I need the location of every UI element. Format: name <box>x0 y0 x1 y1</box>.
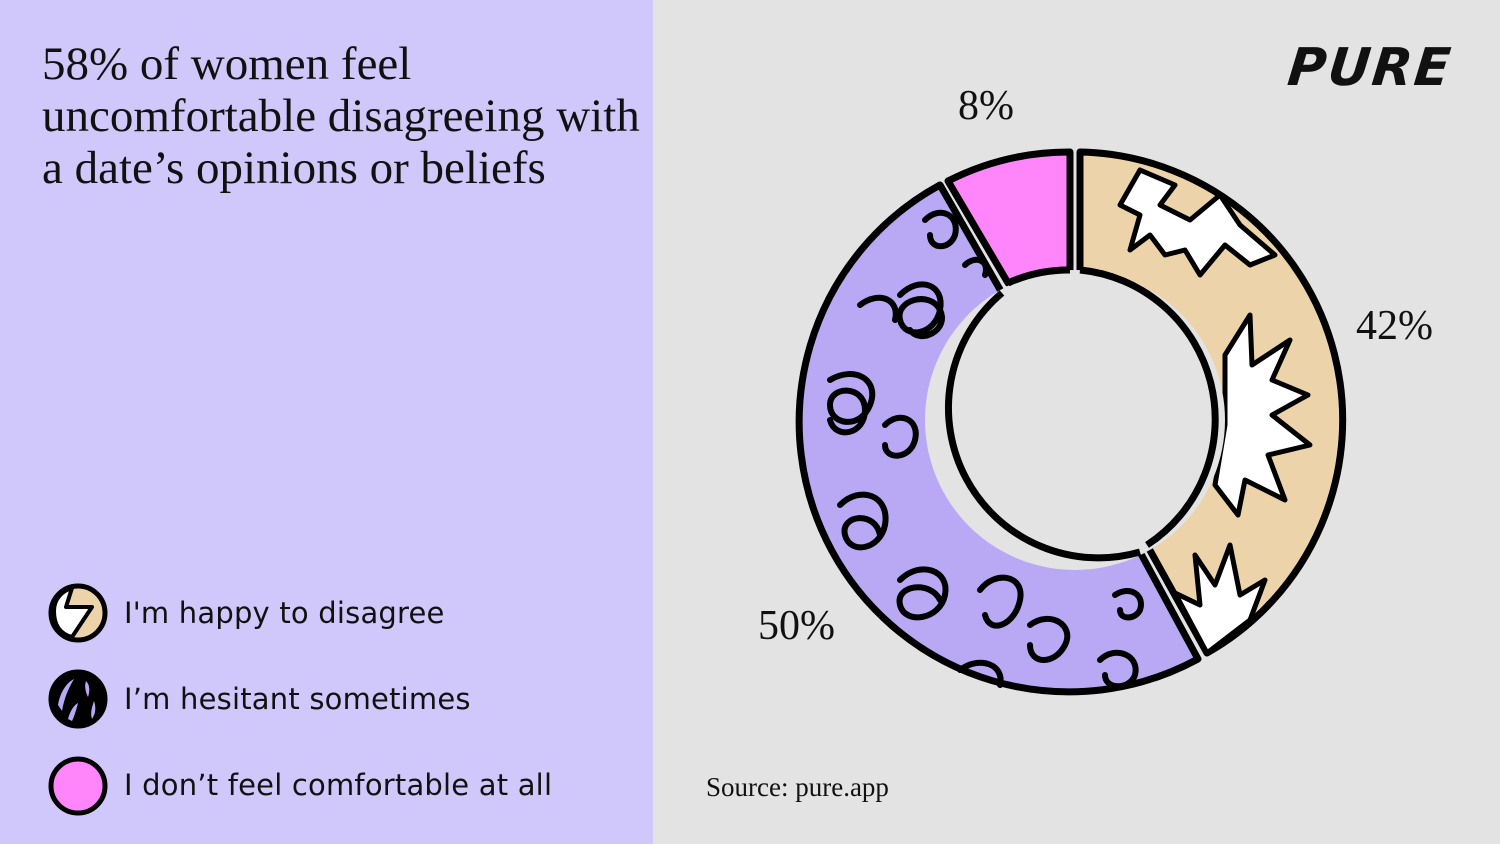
segment-happy <box>1076 148 1347 657</box>
source-note: Source: pure.app <box>706 772 889 802</box>
scribble-lavender-icon <box>48 669 108 729</box>
legend-label: I don’t feel comfortable at all <box>124 768 553 802</box>
data-label-happy: 42% <box>1356 303 1433 349</box>
legend-label: I’m hesitant sometimes <box>124 682 471 716</box>
data-label-uncomfortable: 8% <box>958 83 1014 129</box>
legend-label: I'm happy to disagree <box>124 596 445 630</box>
brand-logo: PURE <box>1284 38 1456 98</box>
donut-hole <box>925 270 1225 570</box>
left-panel: 58% of women feel uncomfortable disagree… <box>0 0 653 844</box>
legend-item-hesitant: I’m hesitant sometimes <box>46 668 552 730</box>
legend-item-happy: I'm happy to disagree <box>46 582 552 644</box>
legend-item-uncomfortable: I don’t feel comfortable at all <box>46 754 552 816</box>
pink-circle-icon <box>48 756 108 816</box>
donut-chart <box>795 148 1347 696</box>
data-label-hesitant: 50% <box>758 603 835 649</box>
chart-title: 58% of women feel uncomfortable disagree… <box>42 38 640 194</box>
legend: I'm happy to disagree I’m hesitant somet… <box>46 582 552 816</box>
zigzag-cream-white-icon <box>48 583 108 643</box>
